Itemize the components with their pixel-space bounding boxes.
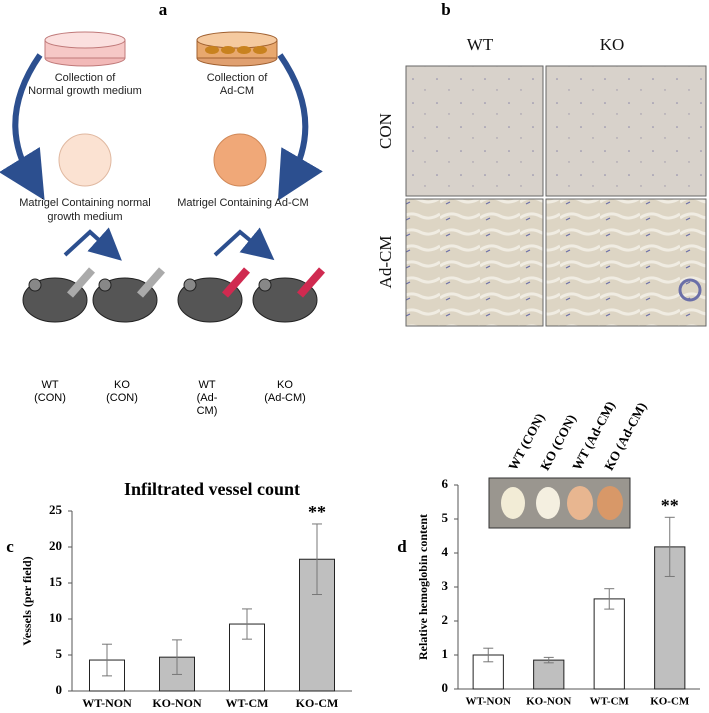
panel-label: a xyxy=(159,0,168,19)
panel-label: d xyxy=(397,537,407,556)
inset-samples xyxy=(501,486,623,520)
micrograph-vessel xyxy=(678,278,702,302)
x-tick-label: WT-NON xyxy=(82,696,132,710)
y-axis-label: Relative hemoglobin content xyxy=(416,514,430,660)
diagram xyxy=(0,31,326,323)
chart-title: Infiltrated vessel count xyxy=(124,479,300,499)
micrograph xyxy=(545,198,707,327)
y-tick-label: 20 xyxy=(49,538,62,553)
bar xyxy=(654,546,686,690)
y-tick-label: 25 xyxy=(49,502,63,517)
y-tick-label: 10 xyxy=(49,610,62,625)
annotation: ** xyxy=(308,502,326,522)
x-tick-label: KO-NON xyxy=(152,696,202,710)
caption: Normal growth medium xyxy=(28,85,142,97)
diagram-text: Collection of Normal growth medium Colle… xyxy=(19,72,308,223)
caption: Collection of xyxy=(207,72,268,84)
y-tick-label: 5 xyxy=(56,646,63,661)
x-tick-label: WT-NON xyxy=(466,696,511,708)
mouse-label: (Ad- xyxy=(197,392,218,404)
caption: Collection of xyxy=(55,72,116,84)
mouse-label: (CON) xyxy=(34,392,66,404)
caption: Matrigel Containing normal xyxy=(19,197,150,209)
micrograph xyxy=(545,65,707,197)
row-label: Ad-CM xyxy=(376,236,395,289)
y-tick-label: 5 xyxy=(442,510,449,525)
mouse-label: KO xyxy=(277,379,293,391)
panel-label: b xyxy=(441,0,450,19)
column-label: WT xyxy=(467,35,494,54)
y-tick-label: 6 xyxy=(442,476,449,491)
mouse-label: WT xyxy=(198,379,215,391)
y-axis-label: Vessels (per field) xyxy=(20,556,34,645)
mouse-label: (Ad-CM) xyxy=(264,392,306,404)
row-label: CON xyxy=(376,113,395,149)
caption: Matrigel Containing Ad-CM xyxy=(177,197,308,209)
y-tick-label: 15 xyxy=(49,574,63,589)
micrograph xyxy=(405,65,544,197)
y-tick-label: 0 xyxy=(442,680,449,695)
y-tick-label: 0 xyxy=(56,682,63,697)
caption: Ad-CM xyxy=(220,85,254,97)
x-tick-label: WT-CM xyxy=(226,696,269,710)
x-tick-label: KO-NON xyxy=(526,696,571,708)
x-tick-label: KO-CM xyxy=(296,696,339,710)
y-tick-label: 2 xyxy=(442,612,449,627)
x-tick-label: WT-CM xyxy=(590,696,630,708)
bar xyxy=(593,598,625,690)
annotation: ** xyxy=(661,495,679,515)
y-tick-label: 4 xyxy=(442,544,449,559)
micrograph xyxy=(405,198,544,327)
mouse-label: (CON) xyxy=(106,392,138,404)
x-tick-label: KO-CM xyxy=(650,696,690,708)
mouse-label: CM) xyxy=(197,405,218,417)
panel-label: c xyxy=(6,537,14,556)
mouse-label: WT xyxy=(41,379,58,391)
y-tick-label: 3 xyxy=(442,578,449,593)
column-label: KO xyxy=(600,35,625,54)
y-tick-label: 1 xyxy=(442,646,449,661)
bar xyxy=(533,659,565,690)
mouse-label: KO xyxy=(114,379,130,391)
caption: growth medium xyxy=(47,211,122,223)
